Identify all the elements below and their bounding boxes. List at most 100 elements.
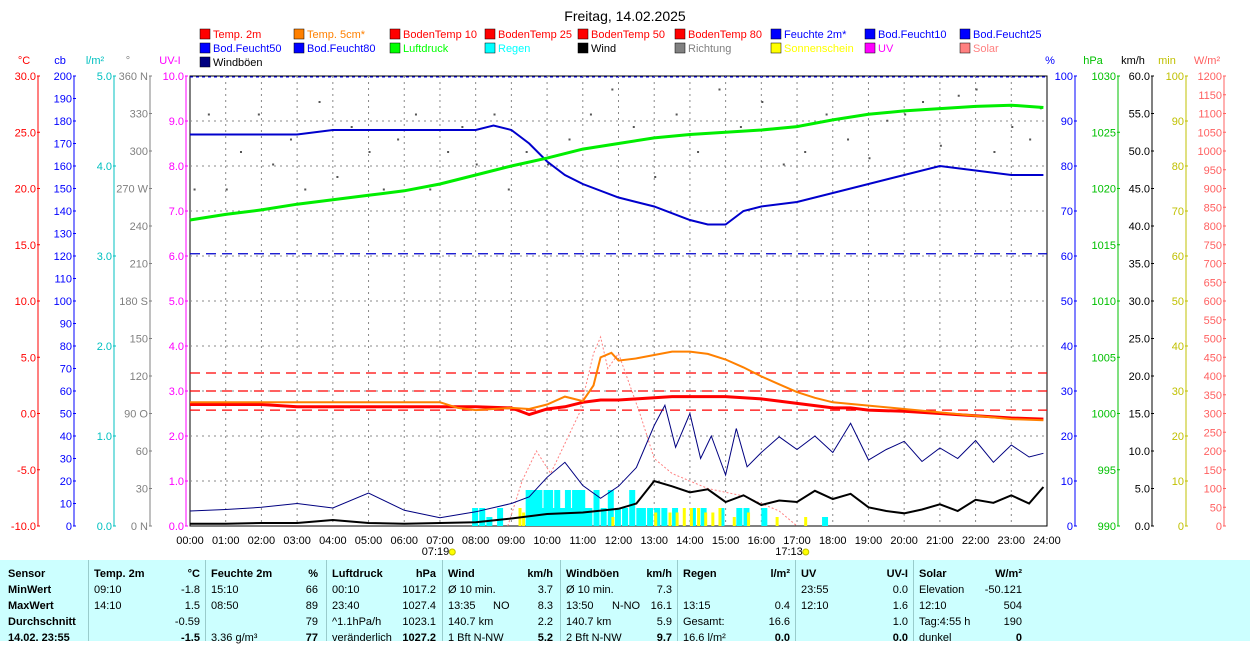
chart-series <box>189 103 1045 527</box>
x-tick-label: 20:00 <box>890 535 918 547</box>
legend-swatch <box>199 56 211 68</box>
rain-bar <box>539 508 546 526</box>
richtung-point <box>632 126 635 128</box>
rain-bar <box>550 508 557 526</box>
richtung-point <box>697 151 700 153</box>
uv-tick-label: 9.0 <box>169 116 184 128</box>
uv-value: 0.0 <box>892 584 908 596</box>
richtung-point <box>461 126 464 128</box>
sunrise-icon <box>448 548 456 556</box>
uv-tick-label: 10.0 <box>163 71 184 83</box>
sun-tick-label: 40 <box>1172 341 1184 353</box>
temp-header: Temp. 2m <box>94 568 145 580</box>
hum-tick-label: 90 <box>1061 116 1073 128</box>
x-tick-label: 00:00 <box>176 535 204 547</box>
press-tick-label: 1005 <box>1092 352 1116 364</box>
wind-axis-unit: km/h <box>1121 55 1145 67</box>
temp-tick-label: 25.0 <box>15 127 36 139</box>
rain-tick-label: 0.0 <box>97 521 112 533</box>
table-separator <box>795 560 796 641</box>
hum-value: 79 <box>305 616 318 628</box>
solar-value: 0 <box>1015 632 1022 644</box>
richtung-point <box>589 113 592 116</box>
rain-bar <box>532 490 539 526</box>
richtung-point <box>568 138 571 141</box>
temp-value: -1.8 <box>181 584 200 596</box>
luftdruck-line <box>189 103 1044 222</box>
legend-swatch <box>959 28 971 40</box>
legend-swatch <box>577 42 589 54</box>
x-tick-label: 03:00 <box>283 535 311 547</box>
sunshine-bar <box>704 512 708 526</box>
richtung-point <box>718 88 721 91</box>
richtung-point <box>739 126 742 128</box>
press-tick-label: 1020 <box>1092 184 1116 196</box>
richtung-point <box>193 188 196 191</box>
hum-unit: % <box>308 568 318 580</box>
hum-tick-label: 80 <box>1061 161 1073 173</box>
solar-tick-label: 350 <box>1204 390 1222 402</box>
rain-bar <box>629 490 636 526</box>
weather-chart: Temp. 2m Temp. 5cm* BodenTemp 10 BodenTemp … <box>11 8 1226 558</box>
uv-tick-label: 1.0 <box>169 476 184 488</box>
rain-bar <box>579 490 586 526</box>
cloud-tick-label: 160 <box>54 161 72 173</box>
solar-tick-label: 850 <box>1204 202 1222 214</box>
sun-tick-label: 90 <box>1172 116 1184 128</box>
sun-tick-label: 50 <box>1172 296 1184 308</box>
richtung-point <box>868 157 871 160</box>
table-row-label: MinWert <box>8 584 52 596</box>
solar-tick-label: 400 <box>1204 371 1222 383</box>
press-tick-label: 1000 <box>1092 409 1116 421</box>
cloud-tick-label: 100 <box>54 296 72 308</box>
rain-bar <box>593 490 600 526</box>
x-tick-label: 05:00 <box>355 535 383 547</box>
richtung-point <box>397 138 400 141</box>
solar-tick-label: 150 <box>1204 465 1222 477</box>
rain-bar <box>647 508 654 526</box>
sun-tick-label: 20 <box>1172 431 1184 443</box>
cloud-tick-label: 150 <box>54 184 72 196</box>
sunshine-bar <box>682 508 686 526</box>
gust-time: 140.7 km <box>566 616 612 628</box>
summary-table: Sensor MinWert MaxWert Durchschnitt 14.02. 2… <box>0 560 1250 644</box>
rain-time: Gesamt: <box>683 616 725 628</box>
legend-label: BodenTemp 80 <box>688 29 762 41</box>
press-value: 1027.4 <box>402 600 436 612</box>
richtung-point <box>318 101 321 103</box>
temp-tick-label: 0.0 <box>21 409 36 421</box>
rain-bar <box>572 490 579 526</box>
richtung-point <box>272 163 275 166</box>
chart-axes: 00:00 01:00 02:00 03:00 04:00 05:00 06:00 07:00… <box>11 55 1226 558</box>
gust-value: 7.3 <box>656 584 672 596</box>
wind-tick-label: 20.0 <box>1129 371 1150 383</box>
legend-swatch <box>674 28 686 40</box>
rain-bar <box>600 508 607 526</box>
cloud-tick-label: 60 <box>60 386 72 398</box>
solar-tick-label: 1000 <box>1198 146 1222 158</box>
legend-label: Regen <box>498 43 530 55</box>
sunshine-bar <box>775 517 779 526</box>
cloud-tick-label: 30 <box>60 454 72 466</box>
richtung-point <box>611 88 614 91</box>
rain-bar <box>743 508 750 526</box>
richtung-point <box>414 113 417 116</box>
legend-label: Sonnenschein <box>784 43 854 55</box>
wind-tick-label: 30.0 <box>1129 296 1150 308</box>
rain-bar <box>543 490 550 526</box>
dir-tick-label: 0 N <box>131 521 148 533</box>
sunshine-bar <box>732 517 736 526</box>
temp-value: -1.5 <box>181 632 200 644</box>
table-separator <box>88 560 89 641</box>
gust-time: Ø 10 min. <box>566 584 614 596</box>
legend-swatch <box>389 42 401 54</box>
gust-value: 9.7 <box>656 632 672 644</box>
solar-time: Elevation <box>919 584 965 596</box>
solar-time: dunkel <box>919 632 952 644</box>
legend-swatch <box>959 42 971 54</box>
uv-tick-label: 7.0 <box>169 206 184 218</box>
solar-tick-label: 700 <box>1204 259 1222 271</box>
temp-tick-label: -5.0 <box>17 465 36 477</box>
rain-bar <box>525 490 532 526</box>
richtung-point <box>804 151 807 153</box>
